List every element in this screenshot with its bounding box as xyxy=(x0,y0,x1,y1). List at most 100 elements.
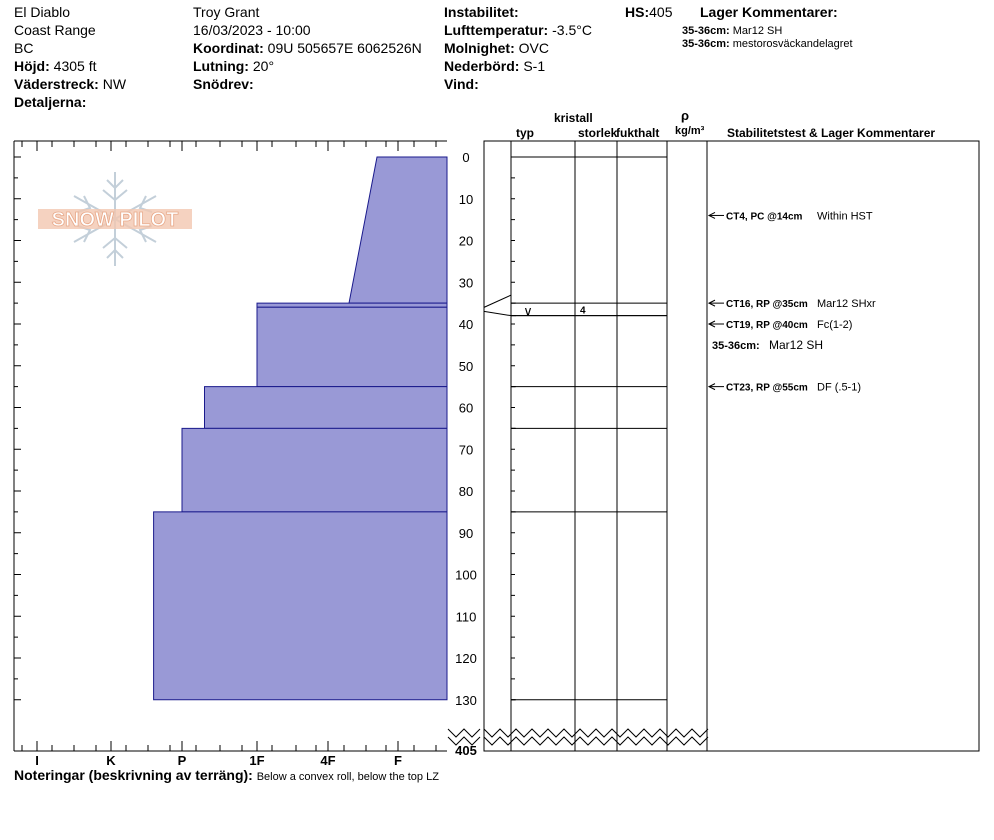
layer-comment-depth: 35-36cm: xyxy=(682,38,730,50)
aspect-value: NW xyxy=(102,76,127,92)
hs-value: 405 xyxy=(649,4,673,20)
datetime: 16/03/2023 - 10:00 xyxy=(193,22,311,38)
coord-label: Koordinat: xyxy=(193,40,264,56)
depth-tick-label: 20 xyxy=(459,234,473,249)
layer-comment-2: 35-36cm: mestorosväckandelagret xyxy=(682,38,853,50)
depth-tick-label: 60 xyxy=(459,401,473,416)
hardness-tick-label: K xyxy=(106,753,116,768)
hardness-segment xyxy=(204,386,448,429)
wind-label: Vind: xyxy=(444,76,479,92)
layer-comment-1: 35-36cm: Mar12 SH xyxy=(682,25,782,37)
stability-test-comment: Mar12 SHxr xyxy=(817,298,876,310)
range-name: Coast Range xyxy=(14,22,96,38)
hardness-tick-label: I xyxy=(35,753,39,768)
elevation-label: Höjd: xyxy=(14,58,50,74)
sky-label: Molnighet: xyxy=(444,40,515,56)
crystal-size: 4 xyxy=(580,305,586,316)
hardness-tick-label: P xyxy=(178,753,187,768)
layer-comment-text: Mar12 SH xyxy=(732,25,783,37)
hardness-segment xyxy=(181,427,448,513)
slope: Lutning: 20° xyxy=(193,58,274,74)
stability-arrow-head xyxy=(707,212,716,219)
depth-tick-label: 40 xyxy=(459,317,473,332)
hardness-segment xyxy=(153,511,448,701)
stability-arrow-head xyxy=(707,299,716,307)
col-fukthalt: fukthalt xyxy=(616,126,660,140)
instability-label: Instabilitet: xyxy=(444,4,519,20)
hardness-segment xyxy=(256,306,448,388)
precip: Nederbörd: S-1 xyxy=(444,58,545,74)
stability-arrow-head xyxy=(707,320,716,328)
state-name: BC xyxy=(14,40,34,56)
depth-tick-label: 120 xyxy=(455,651,477,666)
elevation: Höjd: 4305 ft xyxy=(14,58,96,74)
depth-tick-label: 30 xyxy=(459,275,473,290)
col-stability: Stabilitetstest & Lager Kommentarer xyxy=(727,126,936,140)
depth-tick-label: 10 xyxy=(459,192,473,207)
stability-test-label: CT16, RP @35cm xyxy=(726,299,808,310)
precip-label: Nederbörd: xyxy=(444,58,520,74)
layer-connector-top xyxy=(483,294,512,308)
depth-tick-label: 0 xyxy=(462,150,469,165)
hs: HS:405 xyxy=(625,4,672,20)
hardness-tick-label: 1F xyxy=(249,753,264,768)
columns-break-zigzag xyxy=(483,728,709,738)
stability-arrow-head xyxy=(707,383,716,391)
depth-tick-label: 90 xyxy=(459,526,473,541)
notes-label: Noteringar (beskrivning av terräng): xyxy=(14,767,253,783)
stability-test-comment: Within HST xyxy=(817,210,873,222)
aspect-label: Väderstreck: xyxy=(14,76,99,92)
col-kristall: kristall xyxy=(554,111,593,125)
aspect: Väderstreck: NW xyxy=(14,76,126,92)
stability-test-comment: DF (.5-1) xyxy=(817,382,861,394)
depth-tick-label: 70 xyxy=(459,442,473,457)
layer-comments-label: Lager Kommentarer: xyxy=(700,4,838,20)
location-name: El Diablo xyxy=(14,4,71,20)
sky: Molnighet: OVC xyxy=(444,40,549,56)
hardness-segment xyxy=(256,302,448,308)
air-temp: Lufttemperatur: -3.5°C xyxy=(444,22,592,38)
notes-value: Below a convex roll, below the top LZ xyxy=(256,771,439,783)
air-temp-label: Lufttemperatur: xyxy=(444,22,549,38)
slope-label: Lutning: xyxy=(193,58,249,74)
layer-comment-depth: 35-36cm: xyxy=(682,25,730,37)
depth-break-zigzag xyxy=(447,728,481,738)
slope-value: 20° xyxy=(252,58,275,74)
crystal-type-symbol: ∨ xyxy=(523,303,533,318)
layers-table-frame xyxy=(483,140,980,752)
drift-label: Snödrev: xyxy=(193,76,254,92)
hardness-segment xyxy=(348,156,448,304)
hs-label: HS: xyxy=(625,4,650,20)
depth-break-label: 405 xyxy=(455,743,477,758)
col-storlek: storlek xyxy=(578,126,618,140)
layer-note-text: Mar12 SH xyxy=(769,338,823,352)
sky-value: OVC xyxy=(518,40,549,56)
depth-tick-label: 100 xyxy=(455,568,477,583)
layer-comment-text: mestorosväckandelagret xyxy=(732,38,853,50)
stability-test-label: CT19, RP @40cm xyxy=(726,320,808,331)
depth-tick-label: 110 xyxy=(456,609,477,624)
layer-connector-bottom xyxy=(483,310,512,317)
stability-test-label: CT4, PC @14cm xyxy=(726,211,803,222)
stability-test-comment: Fc(1-2) xyxy=(817,319,852,331)
layer-note-depth: 35-36cm: xyxy=(712,340,760,352)
stability-test-label: CT23, RP @55cm xyxy=(726,383,808,394)
precip-value: S-1 xyxy=(523,58,546,74)
depth-tick-label: 50 xyxy=(459,359,473,374)
observer: Troy Grant xyxy=(193,4,260,20)
col-rho: ρ xyxy=(681,108,690,123)
col-typ: typ xyxy=(516,126,534,140)
notes: Noteringar (beskrivning av terräng): Bel… xyxy=(14,767,439,785)
depth-tick-label: 80 xyxy=(459,484,473,499)
details-label: Detaljerna: xyxy=(14,94,87,110)
columns-break-zigzag xyxy=(483,736,709,746)
air-temp-value: -3.5°C xyxy=(552,22,592,38)
hardness-tick-label: F xyxy=(394,753,402,768)
depth-tick-label: 130 xyxy=(455,693,477,708)
elevation-value: 4305 ft xyxy=(53,58,97,74)
hardness-tick-label: 4F xyxy=(320,753,335,768)
coordinates: Koordinat: 09U 505657E 6062526N xyxy=(193,40,422,56)
col-rho-unit: kg/m³ xyxy=(675,125,705,137)
depth-break-zigzag xyxy=(447,736,481,746)
